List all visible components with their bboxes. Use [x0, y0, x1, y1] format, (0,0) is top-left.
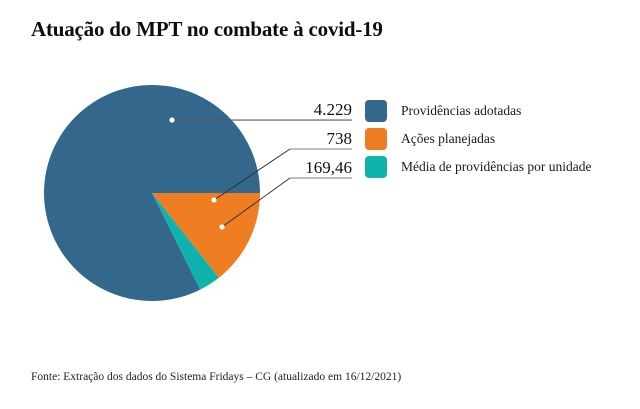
legend-label-1: Ações planejadas [401, 131, 496, 147]
legend-swatch-icon-0 [365, 100, 387, 122]
legend-swatch-icon-1 [365, 128, 387, 150]
leader-line-group [172, 119, 352, 228]
legend-label-0: Providências adotadas [401, 103, 522, 119]
pie-slice-group [44, 85, 260, 301]
pie-slice [152, 193, 260, 278]
slice-anchor-dot-2 [219, 224, 225, 230]
legend-swatch-icon-2 [365, 156, 387, 178]
source-note: Fonte: Extração dos dados do Sistema Fri… [31, 371, 402, 383]
leader-line-2 [221, 177, 291, 228]
legend-item-acoes-planejadas: Ações planejadas [365, 128, 630, 150]
page-title: Atuação do MPT no combate à covid-19 [31, 17, 383, 41]
data-label-providencias-adotadas: 4.229 [313, 100, 352, 119]
slice-anchor-dot-0 [169, 117, 175, 123]
leader-dot-group [169, 117, 225, 230]
leader-line-1 [213, 148, 291, 201]
legend-item-providencias-adotadas: Providências adotadas [365, 100, 630, 122]
data-label-acoes-planejadas: 738 [326, 129, 353, 148]
pie-slice [152, 193, 219, 290]
legend-item-media-providencias: Média de providências por unidade [365, 156, 630, 178]
chart-legend: Providências adotadas Ações planejadas M… [365, 100, 630, 184]
legend-label-2: Média de providências por unidade [401, 159, 592, 175]
data-label-media-providencias: 169,46 [305, 158, 352, 177]
pie-slice [44, 85, 260, 301]
slice-anchor-dot-1 [211, 197, 217, 203]
